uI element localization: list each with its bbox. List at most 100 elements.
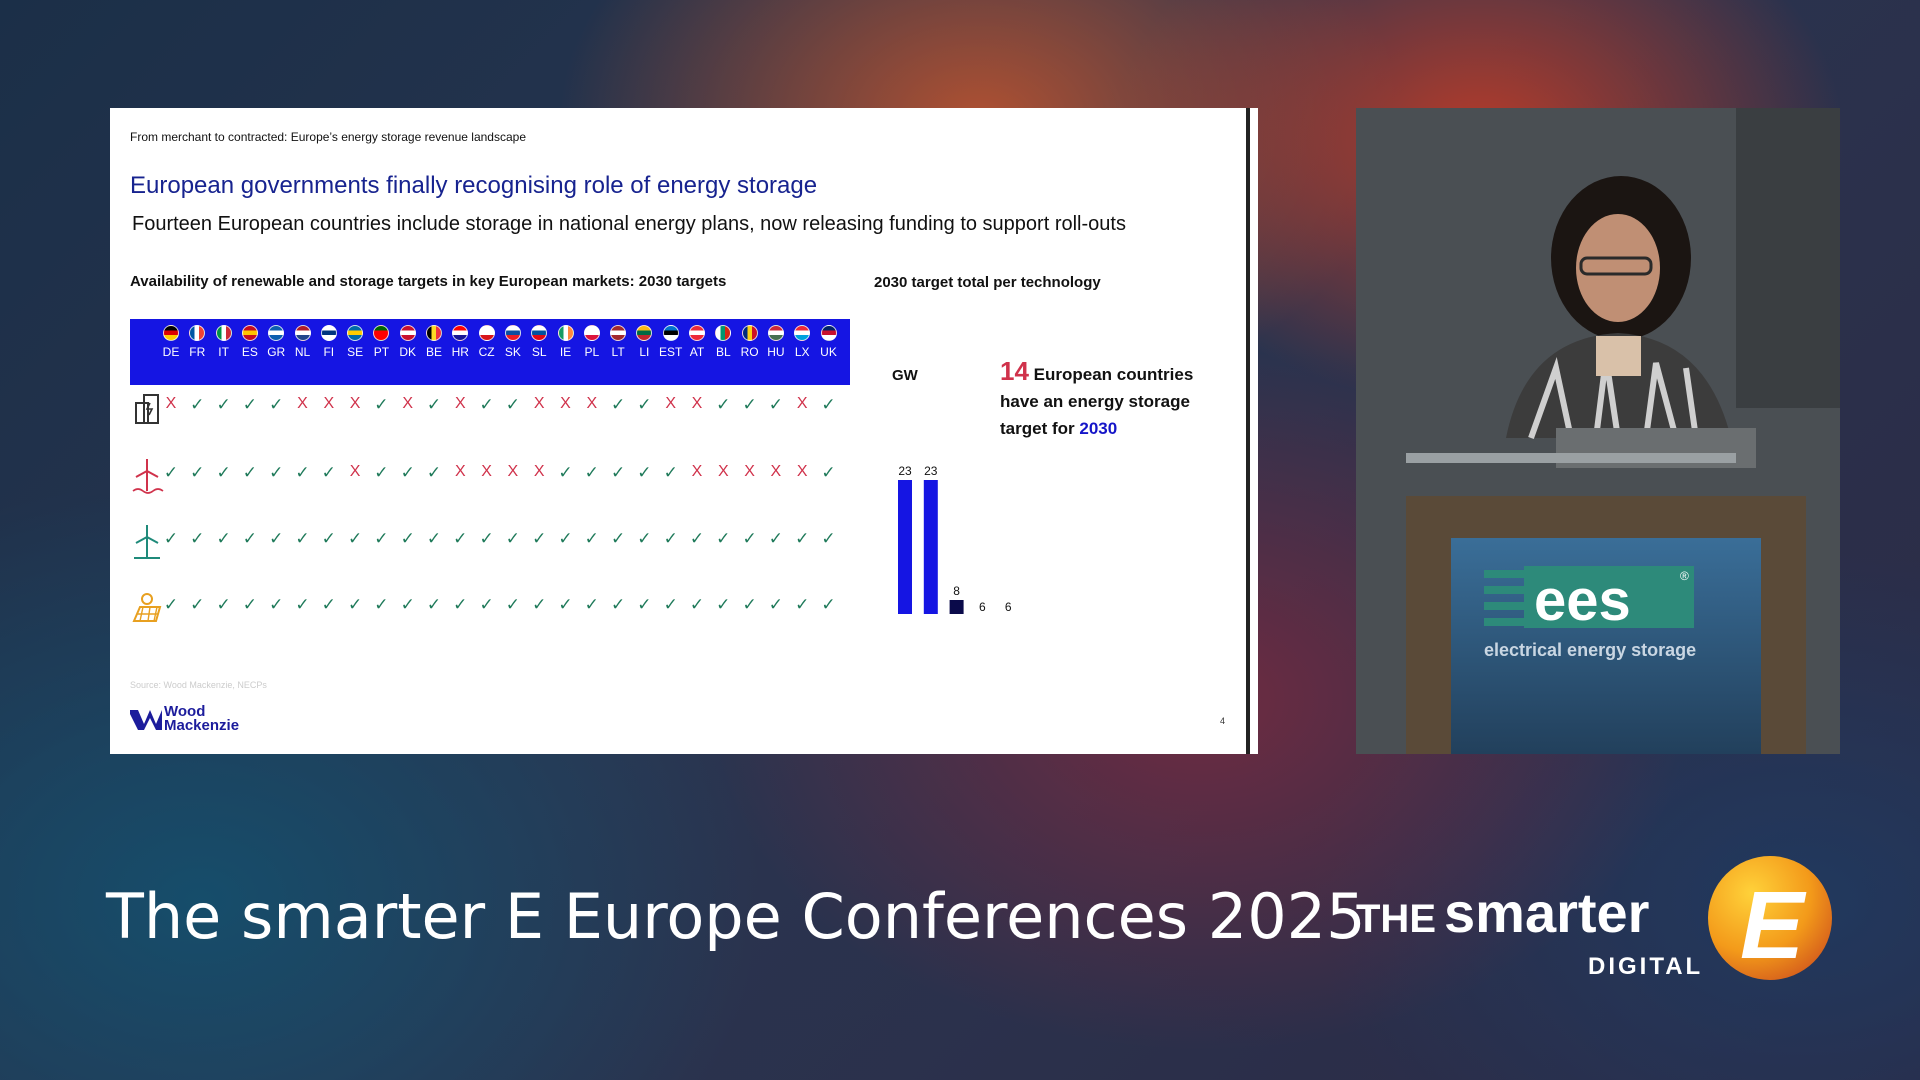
- cross-mark: X: [323, 395, 335, 412]
- cross-mark: X: [691, 395, 703, 412]
- country-column-at: AT: [684, 319, 710, 385]
- bar-total-label: 23: [898, 464, 912, 478]
- banner-tagline: electrical energy storage: [1484, 640, 1696, 660]
- country-code: CZ: [478, 345, 495, 359]
- check-mark: ✓: [584, 463, 599, 482]
- check-mark: ✓: [479, 529, 494, 548]
- bar-storage: [949, 600, 964, 614]
- slide-edge: [1246, 108, 1250, 754]
- banner-registered: ®: [1680, 569, 1689, 583]
- check-mark: ✓: [716, 529, 731, 548]
- country-column-hu: HU: [763, 319, 789, 385]
- flag-bl-icon: [715, 325, 732, 341]
- bar-battery: [923, 480, 938, 614]
- slide-kicker: From merchant to contracted: Europe’s en…: [130, 130, 526, 144]
- check-mark: ✓: [689, 529, 705, 548]
- cross-mark: X: [481, 463, 492, 480]
- logo-line2: Mackenzie: [164, 717, 240, 734]
- check-mark: ✓: [558, 463, 573, 482]
- cross-mark: X: [665, 395, 677, 412]
- country-code: NL: [294, 345, 311, 359]
- country-code: SK: [504, 345, 521, 359]
- check-mark: ✓: [453, 529, 468, 548]
- bar-total-label: 23: [924, 464, 938, 478]
- check-mark: ✓: [163, 463, 179, 482]
- flag-be-icon: [426, 325, 442, 341]
- country-column-gr: GR: [263, 319, 289, 385]
- check-mark: ✓: [821, 595, 836, 614]
- country-code: ES: [241, 345, 258, 359]
- cross-mark: X: [533, 463, 545, 480]
- check-mark: ✓: [347, 529, 363, 548]
- flag-se-icon: [347, 325, 364, 341]
- check-mark: ✓: [269, 595, 284, 614]
- country-code: FR: [189, 345, 206, 359]
- cross-mark: X: [349, 395, 361, 412]
- check-mark: ✓: [584, 529, 599, 548]
- cross-mark: X: [560, 395, 571, 412]
- storage-target-callout: 14 European countries have an energy sto…: [1000, 358, 1220, 442]
- country-code: PL: [584, 345, 600, 359]
- country-column-es: ES: [237, 319, 263, 385]
- check-mark: ✓: [242, 463, 258, 482]
- check-mark: ✓: [821, 395, 836, 414]
- country-code: RO: [740, 345, 759, 359]
- check-mark: ✓: [505, 395, 521, 414]
- flag-gr-icon: [268, 325, 285, 341]
- speaker-scene-image: ees ® electrical energy storage: [1356, 108, 1840, 754]
- country-code: HU: [767, 345, 785, 359]
- check-mark: ✓: [374, 595, 389, 614]
- callout-line1: European countries: [1033, 365, 1194, 384]
- country-column-se: SE: [342, 319, 368, 385]
- cross-mark: X: [770, 463, 782, 480]
- brand-digital: DIGITAL: [1588, 953, 1703, 980]
- check-mark: ✓: [190, 595, 205, 614]
- check-mark: ✓: [532, 529, 547, 548]
- cross-mark: X: [533, 395, 545, 412]
- country-code: PT: [373, 345, 390, 359]
- flag-ie-icon: [557, 325, 574, 341]
- check-mark: ✓: [768, 529, 784, 548]
- check-mark: ✓: [821, 529, 836, 548]
- the-smarter-e-digital-logo: THE smarter DIGITAL E: [1356, 856, 1832, 980]
- flag-hr-icon: [452, 325, 469, 341]
- country-column-de: DE: [158, 319, 184, 385]
- check-mark: ✓: [426, 463, 442, 482]
- cross-mark: X: [454, 463, 466, 480]
- check-mark: ✓: [663, 463, 678, 482]
- check-mark: ✓: [242, 595, 258, 614]
- country-code: FI: [323, 345, 335, 359]
- brand-e-circle-icon: [1708, 856, 1832, 980]
- country-code: LI: [639, 345, 650, 359]
- check-mark: ✓: [505, 529, 521, 548]
- country-column-lt: LT: [605, 319, 631, 385]
- check-mark: ✓: [269, 395, 284, 414]
- check-mark: ✓: [321, 595, 336, 614]
- flag-pl-icon: [583, 325, 600, 341]
- country-code: HR: [451, 345, 469, 359]
- country-code: DE: [162, 345, 180, 359]
- country-column-it: IT: [211, 319, 237, 385]
- country-code: GR: [267, 345, 286, 359]
- check-mark: ✓: [163, 595, 179, 614]
- brand-the: THE: [1356, 897, 1436, 941]
- offshore-wind-icon: [130, 457, 164, 495]
- country-column-li: LI: [631, 319, 657, 385]
- cross-mark: X: [796, 395, 808, 412]
- flag-est-icon: [662, 325, 679, 341]
- check-mark: ✓: [742, 595, 757, 614]
- cross-mark: X: [402, 395, 414, 412]
- cross-mark: X: [165, 395, 177, 412]
- callout-number: 14: [1000, 356, 1029, 386]
- check-mark: ✓: [347, 595, 363, 614]
- logo-wordmark: Wood Mackenzie: [164, 704, 240, 734]
- check-mark: ✓: [295, 463, 310, 482]
- cross-mark: X: [297, 395, 308, 412]
- check-mark: ✓: [637, 595, 652, 614]
- check-mark: ✓: [242, 395, 258, 414]
- country-column-bl: BL: [710, 319, 736, 385]
- country-column-uk: UK: [816, 319, 842, 385]
- check-mark: ✓: [163, 529, 179, 548]
- presentation-slide: From merchant to contracted: Europe’s en…: [110, 108, 1258, 754]
- check-mark: ✓: [663, 595, 678, 614]
